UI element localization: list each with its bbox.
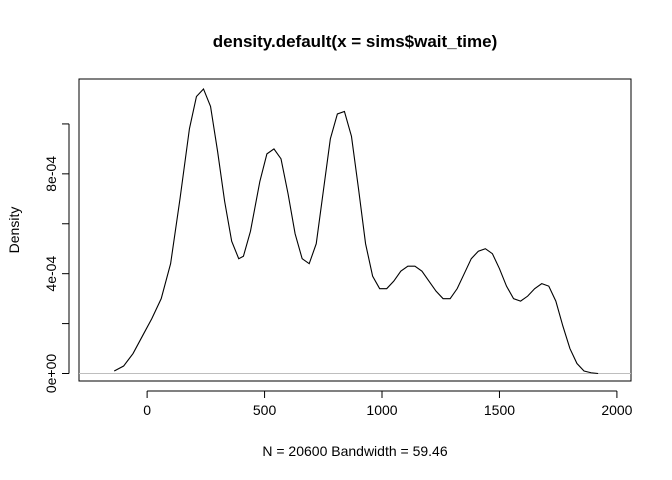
chart-title: density.default(x = sims$wait_time) (213, 32, 498, 51)
density-curve (113, 87, 599, 375)
x-axis-label: N = 20600 Bandwidth = 59.46 (262, 443, 447, 459)
y-tick-label: 0e+00 (43, 354, 59, 394)
x-tick-label: 1500 (484, 402, 515, 418)
y-axis-label: Density (6, 207, 22, 254)
x-axis: 0 500 1000 1500 2000 (143, 390, 633, 418)
y-tick-label: 4e-04 (43, 256, 59, 292)
y-axis: 0e+00 4e-04 8e-04 (43, 123, 70, 394)
x-tick-label: 2000 (601, 402, 632, 418)
y-tick-label: 8e-04 (43, 156, 59, 192)
x-tick-label: 500 (253, 402, 277, 418)
x-tick-label: 1000 (366, 402, 397, 418)
plot-frame (78, 78, 632, 382)
x-tick-label: 0 (143, 402, 151, 418)
